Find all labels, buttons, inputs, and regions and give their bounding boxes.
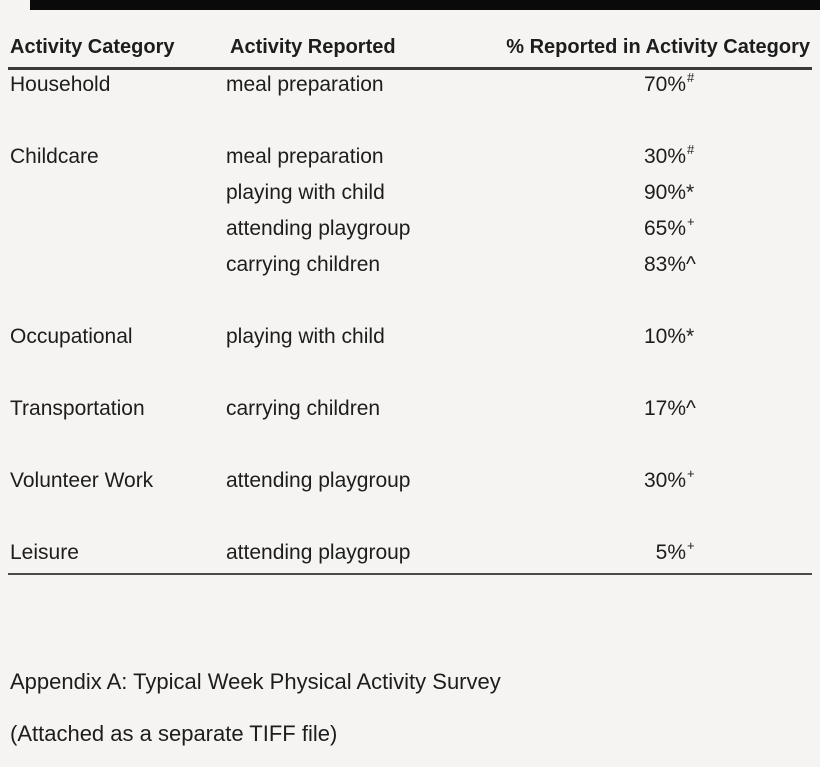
percent-value: 65% xyxy=(643,217,686,240)
table-row-childcare-4: carrying children 83% ^ xyxy=(0,252,820,288)
activity-cell: carrying children xyxy=(226,397,381,420)
footnote-symbol: + xyxy=(687,538,695,553)
table-bottom-rule xyxy=(8,573,812,575)
category-cell: Transportation xyxy=(10,397,145,420)
percent-cell: 90% * xyxy=(446,180,694,206)
attachment-note: (Attached as a separate TIFF file) xyxy=(10,721,338,746)
table-row-household: Household meal preparation 70% # xyxy=(0,70,820,108)
percent-cell: 65% + xyxy=(446,214,695,242)
percent-value: 5% xyxy=(655,541,686,564)
table-row-childcare-3: attending playgroup 65% + xyxy=(0,214,820,252)
column-header-percent-reported: % Reported in Activity Category xyxy=(506,36,810,58)
percent-value: 30% xyxy=(643,469,686,492)
header-divider-rule xyxy=(8,67,812,70)
row-spacer xyxy=(0,360,820,396)
footnote-symbol: ^ xyxy=(686,253,696,276)
percent-cell: 30% + xyxy=(446,466,695,494)
percent-value: 30% xyxy=(643,145,686,168)
activity-cell: attending playgroup xyxy=(226,217,411,240)
activity-cell: meal preparation xyxy=(226,73,384,96)
percent-cell: 10% * xyxy=(446,324,694,350)
footnote-symbol: + xyxy=(687,466,695,481)
activity-cell: playing with child xyxy=(226,325,385,348)
activity-cell: meal preparation xyxy=(226,145,384,168)
percent-cell: 17% ^ xyxy=(446,396,696,422)
row-spacer xyxy=(0,288,820,324)
footnote-symbol: * xyxy=(686,325,695,348)
table-header-row: Activity Category Activity Reported % Re… xyxy=(0,34,820,64)
top-black-bar xyxy=(30,0,820,10)
column-header-activity-reported: Activity Reported xyxy=(230,36,396,58)
table-body: Household meal preparation 70% # Childcar… xyxy=(0,70,820,576)
table-row-occupational: Occupational playing with child 10% * xyxy=(0,324,820,360)
footnote-symbol: # xyxy=(687,70,695,85)
category-cell: Occupational xyxy=(10,325,133,348)
activity-cell: playing with child xyxy=(226,181,385,204)
percent-value: 70% xyxy=(643,73,686,96)
footnote-symbol: + xyxy=(687,214,695,229)
percent-value: 10% xyxy=(643,325,686,348)
percent-cell: 70% # xyxy=(446,70,694,98)
category-cell: Household xyxy=(10,73,111,96)
table-row-volunteer-work: Volunteer Work attending playgroup 30% + xyxy=(0,466,820,504)
row-spacer xyxy=(0,504,820,540)
percent-value: 90% xyxy=(643,181,686,204)
footnote-symbol: # xyxy=(687,142,695,157)
appendix-note: Appendix A: Typical Week Physical Activi… xyxy=(10,669,501,694)
category-cell: Childcare xyxy=(10,145,99,168)
activity-cell: carrying children xyxy=(226,253,381,276)
table-row-childcare-2: playing with child 90% * xyxy=(0,180,820,216)
percent-value: 83% xyxy=(643,253,686,276)
percent-cell: 5% + xyxy=(446,538,695,566)
activity-cell: attending playgroup xyxy=(226,541,411,564)
footnote-symbol: * xyxy=(686,181,695,204)
table-row-transportation: Transportation carrying children 17% ^ xyxy=(0,396,820,432)
table-row-leisure: Leisure attending playgroup 5% + xyxy=(0,538,820,576)
category-cell: Volunteer Work xyxy=(10,469,154,492)
column-header-activity-category: Activity Category xyxy=(10,36,175,58)
category-cell: Leisure xyxy=(10,541,79,564)
row-spacer xyxy=(0,432,820,468)
table-row-childcare-1: Childcare meal preparation 30% # xyxy=(0,142,820,180)
percent-cell: 83% ^ xyxy=(446,252,696,278)
percent-cell: 30% # xyxy=(446,142,694,170)
activity-cell: attending playgroup xyxy=(226,469,411,492)
percent-value: 17% xyxy=(643,397,686,420)
row-spacer xyxy=(0,108,820,144)
footnote-symbol: ^ xyxy=(686,397,696,420)
